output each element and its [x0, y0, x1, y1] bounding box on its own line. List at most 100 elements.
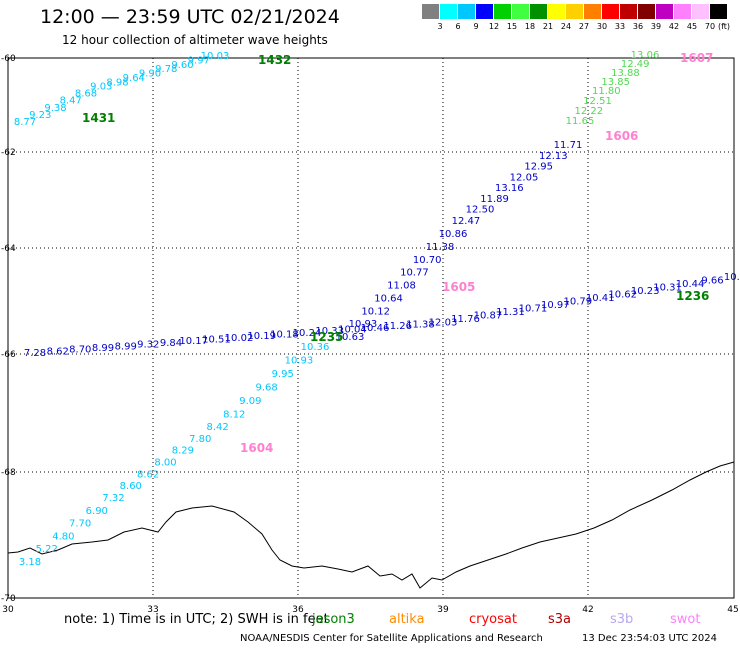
pass-1604: 3.185.224.807.706.907.328.608.628.008.29… [19, 342, 329, 568]
swh-value: 10.44 [676, 279, 705, 290]
swh-value: 9.09 [239, 396, 261, 407]
colorbar-swatch [602, 4, 619, 19]
lat-tick-label: -68 [1, 468, 16, 478]
colorbar-swatch [440, 4, 457, 19]
swh-value: 10.04 [338, 325, 367, 336]
colorbar-swatch [422, 4, 439, 19]
map-subtitle: 12 hour collection of altimeter wave hei… [62, 33, 328, 47]
swh-value: 12.47 [452, 216, 481, 227]
swh-value: 8.47 [60, 96, 82, 107]
swh-value: 8.99 [115, 341, 137, 352]
note-text: note: 1) Time is in UTC; 2) SWH is in fe… [64, 612, 329, 627]
swh-value: 7.70 [69, 519, 91, 530]
wave-height-tracks: 8.779.239.388.478.689.038.989.649.909.78… [14, 50, 740, 568]
lon-tick-label: 42 [582, 605, 593, 615]
swh-value: 9.03 [90, 82, 112, 93]
swh-value: 9.23 [29, 110, 51, 121]
footer-date: 13 Dec 23:54:03 UTC 2024 [582, 633, 717, 644]
colorbar-label: 15 [506, 22, 518, 31]
swh-value: 11.26 [383, 321, 412, 332]
swh-value: 10.86 [439, 229, 468, 240]
swh-value: 10.77 [400, 268, 429, 279]
swh-value: 10.31 [653, 283, 682, 294]
map-title: 12:00 — 23:59 UTC 02/21/2024 [40, 6, 340, 28]
colorbar-swatch [710, 4, 727, 19]
lon-tick-label: 45 [727, 605, 738, 615]
colorbar-label: 42 [668, 22, 680, 31]
swh-value: 8.98 [106, 77, 128, 88]
lon-tick-label: 36 [292, 605, 304, 615]
swh-value: 11.89 [480, 194, 509, 205]
swh-value: 12.95 [524, 162, 553, 173]
axis-ticks: 30 33 36 39 42 45 -60 -62 -64 -66 -68 -70 [1, 54, 739, 615]
swh-value: 10.93 [285, 356, 314, 367]
swh-value: 11.38 [406, 320, 435, 331]
swh-value: 10.71 [519, 304, 548, 315]
swh-value: 7.80 [189, 434, 211, 445]
swh-value: 9.95 [272, 369, 294, 380]
swh-value: 10.18 [270, 330, 299, 341]
lat-tick-label: -62 [1, 148, 16, 158]
colorbar-swatch [458, 4, 475, 19]
swh-value: 10.02 [225, 333, 254, 344]
swh-value: 9.97 [188, 55, 210, 66]
swh-value: 13.06 [631, 50, 660, 61]
swh-value: 12.13 [539, 151, 568, 162]
swh-value: 10.64 [374, 293, 403, 304]
colorbar-label: 36 [632, 22, 644, 31]
lat-tick-label: -66 [1, 350, 16, 360]
swh-value: 12.05 [510, 172, 539, 183]
antarctic-coastline [7, 461, 735, 589]
swh-value: 5.22 [36, 544, 58, 555]
colorbar-swatch [584, 4, 601, 19]
colorbar-swatch [638, 4, 655, 19]
colorbar-label: 9 [473, 22, 479, 31]
pass-time-label: 1606 [605, 129, 638, 143]
swh-value: 10.63 [336, 332, 365, 343]
map-frame [7, 57, 735, 599]
colorbar-swatch [656, 4, 673, 19]
swh-value: 9.38 [44, 103, 66, 114]
swh-value: 8.62 [137, 469, 159, 480]
swh-value: 10.4 [724, 272, 740, 283]
swh-value: 13.88 [611, 68, 640, 79]
swh-value: 11.65 [566, 116, 595, 127]
swh-value: 10.12 [361, 306, 390, 317]
swh-value: 9.32 [137, 340, 159, 351]
colorbar-swatch [512, 4, 529, 19]
lon-tick-label: 33 [147, 605, 158, 615]
lat-tick-label: -60 [1, 54, 16, 64]
swh-value: 6.90 [86, 506, 108, 517]
swh-value: 7.32 [102, 493, 124, 504]
swh-value: 10.51 [202, 335, 231, 346]
colorbar-swatch [530, 4, 547, 19]
swh-value: 9.84 [160, 338, 182, 349]
swh-value: 12.03 [429, 318, 458, 329]
swh-value: 10.70 [413, 255, 442, 266]
swh-value: 10.03 [201, 51, 230, 62]
lon-tick-label: 30 [2, 605, 14, 615]
pass-1606: 11.6512.2212.5111.8013.8513.8812.4913.06… [566, 50, 660, 143]
swh-value: 8.68 [75, 89, 97, 100]
swh-value: 10.17 [179, 336, 208, 347]
satellite-cryosat: cryosat [469, 612, 517, 627]
colorbar-label: 39 [650, 22, 662, 31]
swh-value: 4.80 [52, 532, 74, 543]
swh-value: 7.28 [24, 348, 46, 359]
lat-tick-label: -70 [1, 594, 16, 604]
swh-value: 8.42 [206, 422, 228, 433]
pass-time-label: 1605 [442, 280, 475, 294]
colorbar-swatch [566, 4, 583, 19]
colorbar-label: 70 [704, 22, 716, 31]
pass-1607: 1607 [680, 51, 713, 65]
colorbar-unit: (ft) [717, 22, 731, 31]
swh-value: 11.71 [554, 140, 583, 151]
colorbar-label: 33 [614, 22, 626, 31]
colorbar-label: 27 [578, 22, 590, 31]
swh-value: 12.49 [621, 59, 650, 70]
satellite-altika: altika [389, 612, 425, 627]
swh-value: 10.46 [361, 323, 390, 334]
footer-credit: NOAA/NESDIS Center for Satellite Applica… [240, 633, 543, 644]
pass-time-label: 1235 [310, 330, 343, 344]
swh-value: 10.79 [563, 297, 592, 308]
